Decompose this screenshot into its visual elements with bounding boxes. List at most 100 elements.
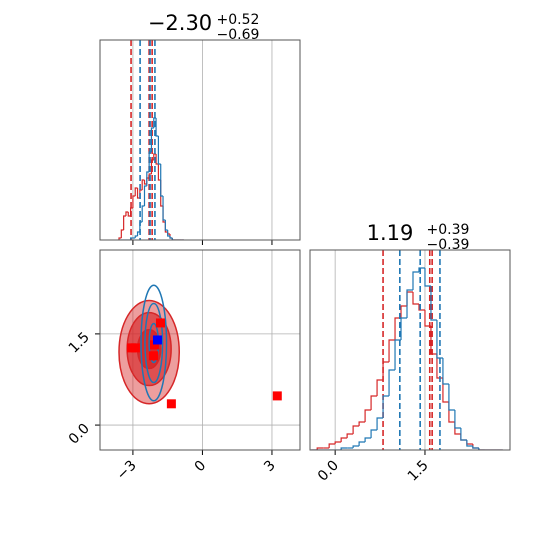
title-upper: +0.39 <box>427 222 470 238</box>
axes-frame <box>99 39 301 241</box>
hist-step <box>454 410 461 429</box>
contour <box>140 284 168 402</box>
hist-step <box>352 445 360 448</box>
hist-step <box>412 271 419 290</box>
hist-step <box>136 231 140 236</box>
hist-step <box>132 195 136 208</box>
hist-step <box>157 136 161 165</box>
hist-step <box>120 229 124 238</box>
hist-step <box>388 339 396 362</box>
x-tick-label: 0.0 <box>315 458 342 485</box>
title-value: 1.19 <box>367 221 414 245</box>
hist-step <box>400 317 408 340</box>
hist-step <box>448 384 455 411</box>
hist-step <box>382 361 390 380</box>
hist-step <box>370 429 378 438</box>
hist-step <box>169 236 173 239</box>
hist-step <box>466 440 473 447</box>
hist-step <box>143 185 147 206</box>
hist-step <box>146 171 150 186</box>
hist-step <box>418 267 425 272</box>
x-tick-label: 3 <box>261 458 279 476</box>
hist-step <box>157 164 161 181</box>
hist-step <box>164 220 168 231</box>
hist-step <box>358 421 366 426</box>
hist-step <box>328 443 336 448</box>
hist-step <box>382 395 390 418</box>
hist-step <box>171 238 175 240</box>
hist-step <box>412 292 419 305</box>
hist-step <box>424 268 431 287</box>
hist-step <box>442 378 449 403</box>
y-tick-label: 1.5 <box>66 329 93 356</box>
hist-step <box>141 179 145 190</box>
y-tick-label: 0.0 <box>66 421 93 448</box>
hist-step <box>448 402 455 423</box>
hist-step <box>118 237 122 240</box>
hist-step <box>150 127 154 152</box>
hist-step <box>364 409 372 422</box>
hist-step <box>167 230 170 237</box>
hist-step <box>400 305 408 318</box>
axes-frame <box>99 249 301 451</box>
plot-area <box>100 250 300 450</box>
x-tick-label: 0 <box>192 458 210 476</box>
hist-step <box>406 289 413 318</box>
axes-frame <box>309 249 511 451</box>
hist-step <box>364 437 372 442</box>
hist-step <box>334 441 342 444</box>
hist-step <box>143 180 147 185</box>
hist-step <box>134 187 138 196</box>
contour <box>144 302 164 384</box>
panel-title: 1.19 <box>367 221 414 245</box>
title-upper: +0.52 <box>217 12 260 28</box>
hist-step <box>136 188 140 199</box>
hist-step <box>460 428 467 441</box>
marker <box>272 391 282 401</box>
hist-step <box>127 212 131 217</box>
hist-step <box>316 447 324 450</box>
hist-step <box>478 448 485 450</box>
hist-step <box>358 441 366 446</box>
plot-area <box>311 250 503 450</box>
hist-step <box>340 447 348 450</box>
hist-step <box>155 118 159 137</box>
marker <box>130 343 140 353</box>
hist-step <box>436 320 443 359</box>
hist-step <box>352 425 360 434</box>
hist-step <box>376 379 384 396</box>
marker <box>155 318 165 328</box>
hist-step <box>134 235 138 238</box>
hist-step <box>346 433 354 438</box>
hist-step <box>472 446 479 449</box>
marker <box>166 399 176 409</box>
marker <box>149 351 159 361</box>
panel-title: −2.30 <box>148 11 212 35</box>
title-value: −2.30 <box>148 11 212 35</box>
title-lower: −0.69 <box>217 27 260 43</box>
hist-step <box>125 211 129 216</box>
hist-step <box>160 164 164 197</box>
hist-step <box>123 215 126 230</box>
hist-step <box>155 154 159 165</box>
hist-step <box>376 417 384 430</box>
hist-step <box>162 196 166 221</box>
hist-step <box>418 304 425 311</box>
hist-step <box>430 286 437 321</box>
hist-step <box>460 434 467 441</box>
hist-step <box>340 437 348 442</box>
x-tick-label: 1.5 <box>405 458 432 485</box>
x-tick-label: −3 <box>114 458 140 484</box>
hist-step <box>430 326 437 355</box>
hist-step <box>141 205 145 222</box>
plot-area <box>118 40 273 240</box>
hist-step <box>129 237 133 240</box>
marker <box>152 335 162 345</box>
hist-step <box>406 291 413 306</box>
hist-step <box>442 358 449 385</box>
hist-step <box>436 354 443 379</box>
marker <box>149 340 159 350</box>
hist-step <box>370 395 378 410</box>
hist-step <box>466 440 473 445</box>
